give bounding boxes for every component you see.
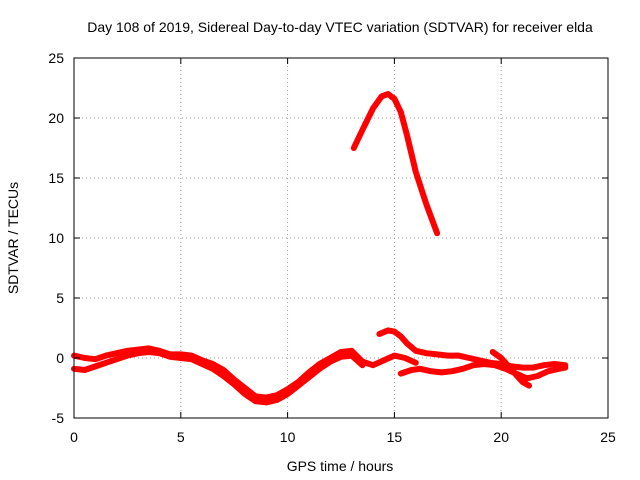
series-satellite-arc-high (350, 91, 441, 237)
y-tick-label: 20 (48, 110, 64, 126)
x-tick-label: 25 (600, 429, 616, 445)
x-tick-label: 0 (70, 429, 78, 445)
y-tick-label: 15 (48, 170, 64, 186)
x-tick-label: 10 (280, 429, 296, 445)
y-tick-label: 25 (48, 50, 64, 66)
axis-ticks: 0 5 10 15 20 25 -5 0 5 10 15 20 25 (48, 50, 616, 445)
chart-title: Day 108 of 2019, Sidereal Day-to-day VTE… (87, 19, 593, 35)
data-series-group (71, 91, 569, 406)
y-axis-label: SDTVAR / TECUs (5, 182, 21, 294)
y-tick-label: 10 (48, 230, 64, 246)
y-tick-label: 5 (56, 290, 64, 306)
series-satellite-arc-bump (376, 327, 569, 371)
grid-lines (74, 58, 608, 418)
series-satellite-arc-late (397, 361, 569, 382)
series-satellite-arc-main-b (71, 349, 366, 406)
x-tick-label: 15 (387, 429, 403, 445)
y-tick-label: -5 (52, 410, 65, 426)
x-tick-label: 20 (493, 429, 509, 445)
x-axis-label: GPS time / hours (287, 458, 394, 474)
y-tick-label: 0 (56, 350, 64, 366)
x-tick-label: 5 (177, 429, 185, 445)
series-satellite-arc-tail (489, 349, 532, 389)
